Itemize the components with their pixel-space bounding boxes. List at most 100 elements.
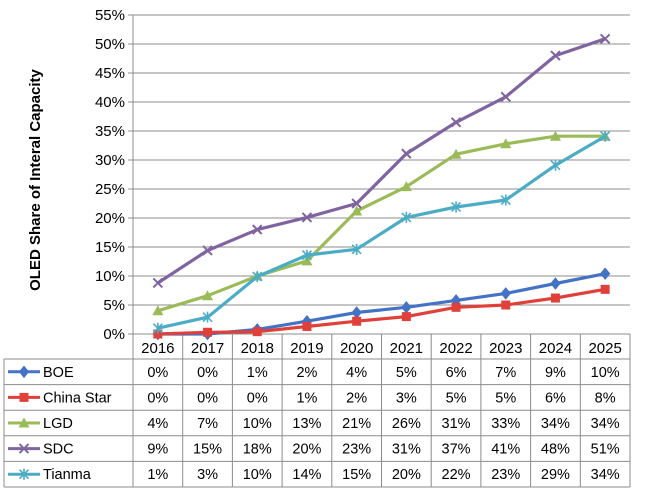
data-point	[302, 321, 312, 331]
legend-key-china-star	[8, 392, 40, 402]
table-cell: 5%	[446, 390, 467, 406]
data-point	[202, 290, 214, 301]
table-cell: 0%	[197, 390, 218, 406]
data-point	[500, 194, 511, 206]
data-point	[501, 300, 511, 310]
table-cell: 8%	[595, 390, 616, 406]
x-tick-label: 2021	[390, 340, 423, 357]
data-point	[500, 91, 511, 102]
table-cell: 13%	[292, 416, 321, 432]
data-point	[549, 130, 561, 141]
data-point	[202, 245, 213, 256]
series-lines	[152, 33, 611, 341]
table-cell: 9%	[545, 365, 566, 381]
table-cell: 10%	[591, 365, 620, 381]
data-point	[18, 468, 30, 480]
data-point	[450, 117, 462, 128]
table-cell: 1%	[296, 390, 317, 406]
y-tick-label: 25%	[95, 181, 125, 198]
data-point	[550, 293, 560, 303]
data-point	[600, 267, 611, 280]
data-point	[401, 312, 411, 322]
data-point	[401, 211, 412, 223]
data-point	[203, 327, 213, 337]
series-sdc	[152, 33, 611, 289]
data-point	[153, 329, 163, 339]
table-cell: 34%	[541, 416, 570, 432]
table-cell: 26%	[392, 416, 421, 432]
y-tick-label: 0%	[103, 326, 125, 343]
x-tick-label: 2019	[290, 340, 323, 357]
data-point	[352, 316, 362, 326]
y-tick-label: 55%	[95, 7, 125, 24]
data-point	[401, 301, 412, 314]
table-cell: 21%	[342, 416, 371, 432]
series-tianma	[152, 130, 611, 334]
data-point	[152, 277, 164, 289]
table-cell: 7%	[197, 416, 218, 432]
table-cell: 18%	[243, 442, 272, 458]
table-cell: 31%	[392, 442, 421, 458]
table-cell: 34%	[591, 416, 620, 432]
data-point	[301, 212, 313, 223]
data-point	[252, 327, 262, 337]
legend-key-tianma	[8, 468, 40, 480]
data-point	[500, 287, 511, 300]
table-cell: 15%	[193, 442, 222, 458]
table-cell: 10%	[243, 467, 272, 483]
x-tick-label: 2020	[340, 340, 373, 357]
table-cell: 20%	[292, 442, 321, 458]
table-cell: 20%	[392, 467, 421, 483]
legend-label: China Star	[43, 390, 112, 406]
table-cell: 4%	[147, 416, 168, 432]
data-point	[599, 33, 611, 44]
x-tick-label: 2016	[141, 340, 174, 357]
table-cell: 9%	[147, 442, 168, 458]
data-point	[500, 138, 512, 149]
legend-key-sdc	[8, 443, 40, 454]
data-point	[19, 392, 29, 402]
legend-label: BOE	[43, 365, 74, 381]
table-cell: 37%	[442, 442, 471, 458]
table-cell: 14%	[292, 467, 321, 483]
table-cell: 0%	[147, 365, 168, 381]
data-point	[252, 271, 263, 283]
table-cell: 41%	[491, 442, 520, 458]
data-point	[550, 159, 561, 171]
table-cell: 1%	[147, 467, 168, 483]
data-point	[450, 148, 462, 159]
series-line	[157, 134, 607, 330]
table-cell: 4%	[346, 365, 367, 381]
y-tick-label: 10%	[95, 268, 125, 285]
table-cell: 10%	[243, 416, 272, 432]
y-tick-label: 5%	[103, 297, 125, 314]
series-line	[157, 134, 606, 313]
y-tick-label: 20%	[95, 210, 125, 227]
table-cell: 23%	[342, 442, 371, 458]
table-cell: 6%	[446, 365, 467, 381]
data-point	[550, 50, 561, 61]
x-tick-label: 2023	[489, 340, 522, 357]
table-cell: 3%	[396, 390, 417, 406]
legend-key-lgd	[8, 417, 40, 428]
legend-key-boe	[8, 365, 40, 379]
series-line	[156, 37, 606, 285]
table-cell: 0%	[197, 365, 218, 381]
data-point	[351, 198, 362, 209]
y-tick-label: 30%	[95, 152, 125, 169]
y-axis: 0% 5% 10% 15% 20% 25% 30% 35% 40% 45% 50% 55%	[95, 7, 134, 343]
table-cell: 0%	[247, 390, 268, 406]
data-point	[351, 205, 363, 216]
table-cell: 5%	[396, 365, 417, 381]
legend-label: Tianma	[43, 467, 92, 483]
table-cell: 5%	[495, 390, 516, 406]
data-point	[152, 305, 164, 316]
table-cell: 51%	[591, 442, 620, 458]
data-point	[400, 181, 412, 192]
table-cell: 22%	[442, 467, 471, 483]
table-cell: 48%	[541, 442, 570, 458]
data-point	[301, 249, 313, 261]
y-tick-label: 50%	[95, 36, 125, 53]
x-tick-label: 2017	[191, 340, 224, 357]
